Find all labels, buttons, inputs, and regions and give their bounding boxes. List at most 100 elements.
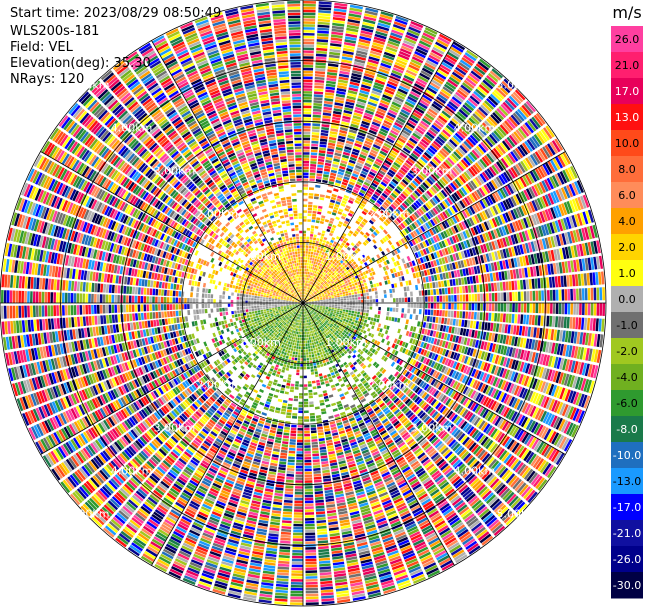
range-gate: [336, 334, 340, 338]
range-gate: [289, 439, 296, 442]
range-gate: [400, 394, 407, 401]
range-gate: [341, 332, 345, 336]
range-gate: [317, 537, 328, 541]
range-gate: [482, 409, 489, 419]
range-gate: [323, 392, 328, 397]
range-gate: [408, 331, 413, 337]
range-gate: [270, 387, 276, 392]
range-gate: [538, 303, 542, 314]
range-gate: [304, 331, 307, 335]
range-gate: [305, 593, 319, 597]
range-gate: [429, 369, 435, 376]
range-gate: [355, 342, 360, 347]
range-gate: [290, 587, 303, 591]
range-gate: [277, 368, 282, 372]
range-gate: [369, 321, 373, 325]
range-gate: [485, 363, 491, 372]
range-gate: [487, 441, 496, 452]
range-gate: [319, 399, 325, 403]
range-gate: [309, 401, 314, 405]
range-gate: [308, 304, 311, 306]
range-gate: [320, 321, 324, 325]
range-gate: [522, 362, 528, 373]
range-gate: [286, 365, 290, 368]
range-gate: [452, 361, 458, 369]
range-gate: [313, 339, 316, 342]
range-gate: [307, 306, 310, 309]
range-gate: [366, 309, 370, 313]
range-gate: [502, 334, 507, 344]
range-gate: [294, 494, 303, 498]
range-gate: [304, 451, 311, 454]
range-gate: [305, 535, 316, 539]
range-gate: [417, 355, 423, 362]
range-gate: [499, 313, 503, 323]
range-gate: [585, 332, 589, 346]
range-gate: [555, 452, 565, 466]
range-gate: [291, 576, 303, 579]
range-gate: [531, 378, 538, 390]
range-gate: [427, 336, 432, 343]
range-gate: [396, 358, 401, 364]
range-gate: [291, 567, 303, 571]
range-gate: [320, 580, 333, 585]
range-gate: [364, 303, 367, 306]
range-gate: [492, 323, 497, 332]
range-gate: [350, 338, 355, 343]
range-gate: [388, 382, 394, 389]
range-gate: [310, 345, 313, 349]
range-gate: [315, 309, 319, 312]
range-gate: [280, 452, 288, 456]
range-gate: [584, 303, 588, 316]
range-gate: [293, 532, 303, 536]
range-gate: [526, 314, 530, 325]
range-gate: [451, 427, 459, 436]
range-gate: [275, 407, 281, 411]
range-gate: [303, 401, 309, 405]
range-gate: [304, 425, 310, 428]
range-gate: [532, 392, 539, 404]
range-gate: [468, 329, 473, 337]
range-gate: [477, 360, 483, 369]
range-gate: [560, 316, 564, 328]
range-gate: [329, 314, 332, 318]
range-gate: [252, 364, 257, 369]
range-gate: [409, 358, 415, 365]
range-gate: [314, 306, 317, 308]
range-gate: [435, 381, 442, 389]
range-gate: [472, 348, 477, 357]
range-gate: [469, 427, 477, 437]
range-gate: [492, 415, 500, 425]
range-gate: [544, 328, 549, 340]
range-gate: [531, 438, 540, 450]
range-gate: [420, 372, 427, 380]
range-gate: [442, 433, 450, 442]
range-gate: [304, 430, 310, 434]
range-gate: [361, 357, 366, 362]
range-gate: [310, 348, 314, 352]
range-gate: [439, 347, 444, 355]
range-gate: [551, 399, 558, 412]
range-gate: [317, 304, 320, 306]
range-gate: [472, 379, 478, 389]
range-gate: [355, 303, 358, 306]
range-gate: [305, 343, 308, 347]
range-gate: [303, 375, 307, 379]
range-gate: [453, 429, 461, 438]
range-gate: [433, 338, 438, 345]
range-gate: [508, 313, 512, 323]
range-gate: [327, 312, 330, 315]
range-gate: [308, 349, 311, 352]
range-gate: [563, 316, 567, 329]
range-gate: [556, 329, 560, 341]
range-gate: [321, 411, 327, 415]
range-gate: [318, 310, 322, 312]
range-gate: [339, 310, 343, 314]
range-gate: [502, 313, 506, 323]
range-gate: [285, 415, 292, 419]
range-gate: [458, 449, 467, 458]
range-gate: [318, 373, 323, 377]
range-gate: [462, 328, 467, 336]
range-gate: [253, 324, 257, 328]
range-gate: [486, 456, 495, 467]
